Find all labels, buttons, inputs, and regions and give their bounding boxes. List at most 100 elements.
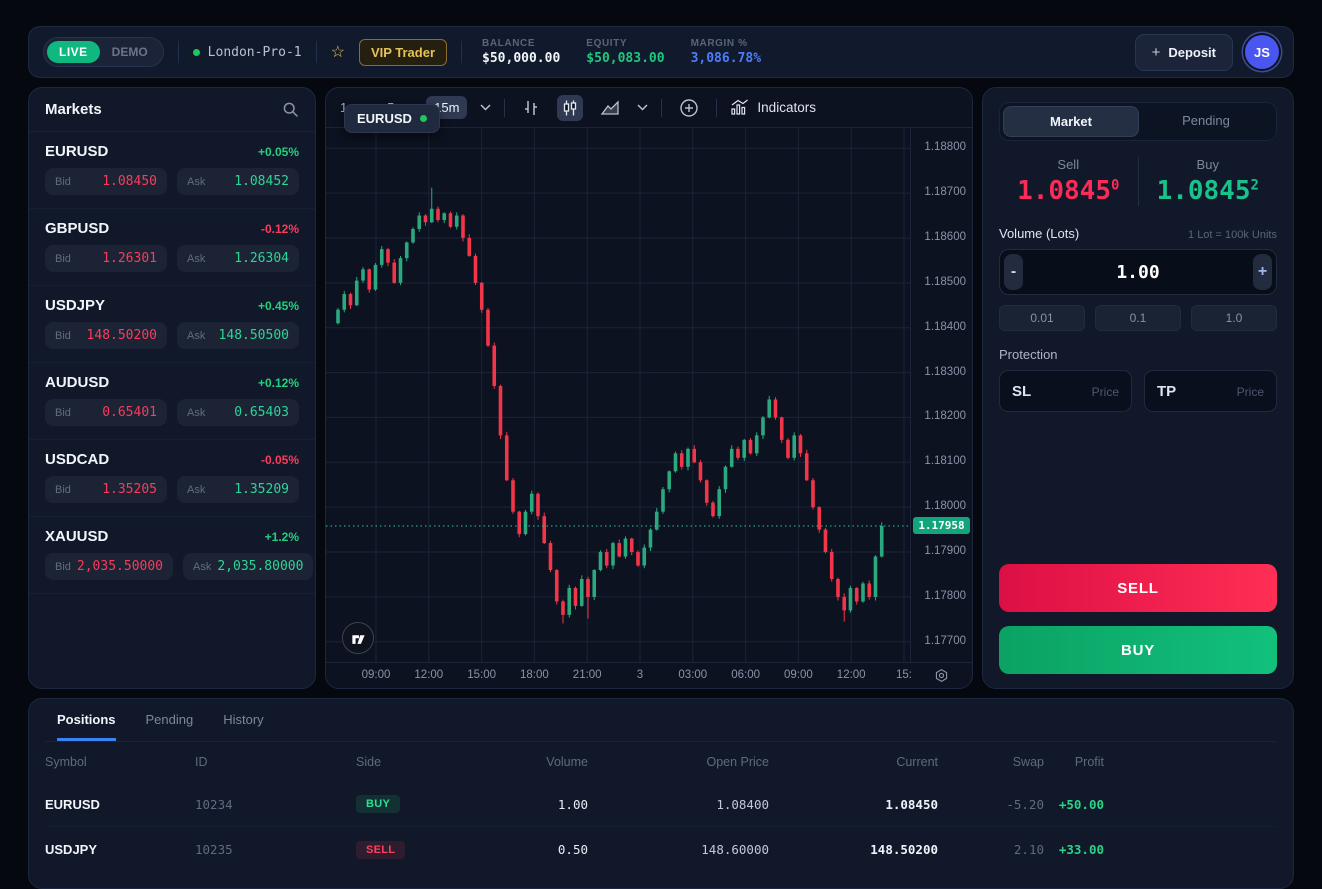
- tab-history[interactable]: History: [223, 712, 264, 727]
- add-circle-icon[interactable]: [675, 94, 703, 122]
- tradingview-logo: [342, 622, 374, 654]
- stop-loss-field[interactable]: SL: [999, 370, 1132, 412]
- market-change: +1.2%: [264, 529, 299, 544]
- buy-button[interactable]: BUY: [999, 626, 1277, 674]
- market-symbol: USDJPY: [45, 297, 106, 314]
- buy-quote[interactable]: Buy 1.08452: [1137, 157, 1278, 206]
- markets-title: Markets: [45, 101, 102, 118]
- ask-box[interactable]: Ask 1.08452: [177, 168, 299, 195]
- main-row: Markets EURUSD +0.05% Bid 1.08450 Ask 1.08452…: [28, 87, 1294, 689]
- col-id: ID: [195, 755, 208, 769]
- volume-decrease-button[interactable]: -: [1004, 254, 1023, 290]
- price-axis-label: 1.18800: [924, 141, 966, 154]
- divider: [177, 41, 179, 63]
- position-profit: +50.00: [1058, 796, 1104, 812]
- indicators-button[interactable]: Indicators: [730, 99, 816, 116]
- symbol-badge[interactable]: EURUSD: [344, 104, 440, 133]
- position-row[interactable]: EURUSD 10234 BUY 1.00 1.08400 1.08450 -5.20 +50…: [45, 782, 1277, 827]
- time-axis-label: 21:00: [572, 669, 602, 681]
- symbol-badge-label: EURUSD: [357, 111, 412, 126]
- quick-lot-0.01[interactable]: 0.01: [999, 305, 1085, 331]
- ask-box[interactable]: Ask 0.65403: [177, 399, 299, 426]
- price-axis-label: 1.18400: [924, 320, 966, 333]
- market-row[interactable]: USDJPY +0.45% Bid 148.50200 Ask 148.50500: [29, 286, 315, 363]
- sell-button[interactable]: SELL: [999, 564, 1277, 612]
- bid-box[interactable]: Bid 1.35205: [45, 476, 167, 503]
- market-change: +0.12%: [257, 375, 299, 390]
- volume-stepper: - +: [999, 249, 1277, 295]
- area-chart-icon[interactable]: [596, 95, 624, 121]
- candles-chart-icon[interactable]: [557, 94, 584, 121]
- search-icon[interactable]: [282, 101, 299, 118]
- position-volume: 1.00: [557, 796, 588, 812]
- volume-increase-button[interactable]: +: [1253, 254, 1272, 290]
- market-row[interactable]: USDCAD -0.05% Bid 1.35205 Ask 1.35209: [29, 440, 315, 517]
- market-change: +0.05%: [257, 144, 299, 159]
- positions-header-row: Symbol ID Side Volume Open Price Current…: [45, 742, 1277, 782]
- position-volume: 0.50: [557, 842, 588, 857]
- demo-toggle[interactable]: DEMO: [111, 45, 148, 59]
- account-mode-toggle[interactable]: LIVE DEMO: [43, 37, 164, 67]
- sell-quote[interactable]: Sell 1.08450: [999, 157, 1138, 206]
- tp-price-input[interactable]: [1204, 383, 1264, 399]
- time-axis[interactable]: 09:00 12:00 15:00 18:00 21:00 3 03:00 06:00 09:0…: [326, 662, 912, 688]
- quick-lot-0.1[interactable]: 0.1: [1095, 305, 1181, 331]
- margin-value: 3,086.78%: [690, 51, 762, 66]
- position-symbol: EURUSD: [45, 796, 100, 812]
- tab-positions[interactable]: Positions: [57, 712, 116, 741]
- ask-value: 0.65403: [234, 405, 289, 420]
- chevron-down-icon[interactable]: [637, 104, 648, 111]
- price-axis-label: 1.17800: [924, 589, 966, 602]
- ask-box[interactable]: Ask 1.35209: [177, 476, 299, 503]
- market-row[interactable]: XAUUSD +1.2% Bid 2,035.50000 Ask 2,035.80000: [29, 517, 315, 594]
- bid-box[interactable]: Bid 1.08450: [45, 168, 167, 195]
- ask-label: Ask: [187, 329, 206, 342]
- bid-value: 1.26301: [102, 251, 157, 266]
- chevron-down-icon[interactable]: [480, 104, 491, 111]
- sl-price-input[interactable]: [1059, 383, 1119, 399]
- tab-pending[interactable]: Pending: [1182, 113, 1230, 128]
- user-avatar[interactable]: JS: [1245, 35, 1279, 69]
- ask-box[interactable]: Ask 2,035.80000: [183, 553, 314, 580]
- tab-market[interactable]: Market: [1003, 106, 1139, 137]
- bid-box[interactable]: Bid 2,035.50000: [45, 553, 173, 580]
- take-profit-field[interactable]: TP: [1144, 370, 1277, 412]
- balance-stat: BALANCE $50,000.00: [482, 38, 560, 66]
- bars-chart-icon[interactable]: [518, 95, 544, 121]
- positions-tabs: Positions Pending History: [45, 699, 1277, 742]
- ask-value: 1.35209: [234, 482, 289, 497]
- position-row[interactable]: USDJPY 10235 SELL 0.50 148.60000 148.50200 2.1…: [45, 827, 1277, 872]
- star-icon[interactable]: ☆: [330, 44, 345, 61]
- deposit-button[interactable]: + Deposit: [1134, 33, 1233, 71]
- live-toggle[interactable]: LIVE: [47, 41, 100, 63]
- tab-pending-orders[interactable]: Pending: [145, 712, 194, 727]
- bid-box[interactable]: Bid 1.26301: [45, 245, 167, 272]
- market-row[interactable]: EURUSD +0.05% Bid 1.08450 Ask 1.08452: [29, 132, 315, 209]
- markets-panel: Markets EURUSD +0.05% Bid 1.08450 Ask 1.08452…: [28, 87, 316, 689]
- sell-price: 1.08450: [1017, 176, 1120, 206]
- volume-input[interactable]: [1023, 261, 1253, 283]
- divider: [661, 98, 663, 117]
- margin-stat: MARGIN % 3,086.78%: [691, 38, 761, 66]
- margin-label: MARGIN %: [690, 38, 748, 49]
- ask-box[interactable]: Ask 148.50500: [177, 322, 299, 349]
- order-panel: Market Pending Sell 1.08450 Buy 1.08452 …: [982, 87, 1294, 689]
- equity-stat: EQUITY $50,083.00: [586, 38, 664, 66]
- market-row[interactable]: GBPUSD -0.12% Bid 1.26301 Ask 1.26304: [29, 209, 315, 286]
- position-swap: -5.20: [1006, 796, 1044, 812]
- ask-label: Ask: [193, 560, 212, 573]
- time-axis-label: 06:00: [731, 669, 760, 681]
- markets-list: EURUSD +0.05% Bid 1.08450 Ask 1.08452 GBPUSD -0…: [29, 132, 315, 594]
- quick-lot-1.0[interactable]: 1.0: [1191, 305, 1277, 331]
- market-row[interactable]: AUDUSD +0.12% Bid 0.65401 Ask 0.65403: [29, 363, 315, 440]
- divider: [716, 98, 718, 117]
- bid-box[interactable]: Bid 148.50200: [45, 322, 167, 349]
- axis-settings-icon[interactable]: [910, 662, 972, 688]
- chart-panel: 1m 5m 15m: [325, 87, 973, 689]
- bid-box[interactable]: Bid 0.65401: [45, 399, 167, 426]
- col-current: Current: [896, 755, 938, 769]
- price-axis[interactable]: 1.18800 1.18700 1.18600 1.18500 1.18400 1.183…: [910, 128, 972, 662]
- candlestick-plot[interactable]: [326, 128, 910, 662]
- ask-box[interactable]: Ask 1.26304: [177, 245, 299, 272]
